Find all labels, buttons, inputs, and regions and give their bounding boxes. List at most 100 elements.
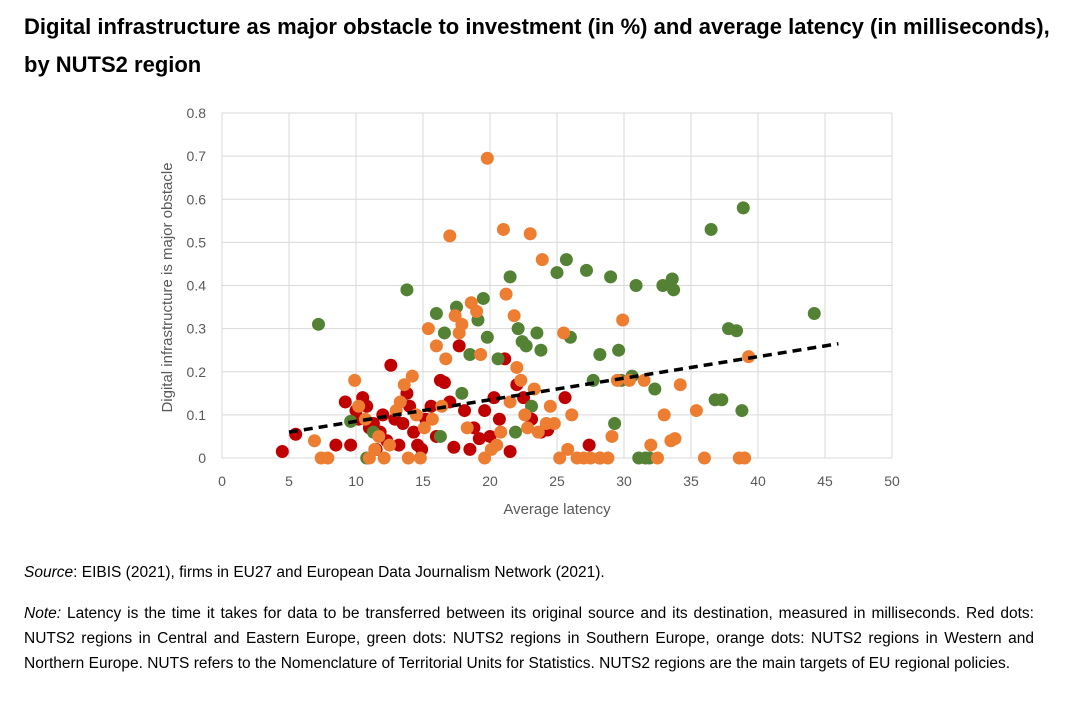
data-point (593, 348, 607, 361)
data-point (605, 429, 619, 443)
data-point (439, 352, 453, 366)
data-point (368, 442, 382, 456)
y-tick-label: 0.2 (187, 364, 207, 380)
data-point (463, 442, 477, 456)
data-point (547, 417, 561, 430)
data-point (704, 222, 718, 236)
data-point (437, 326, 451, 340)
data-point (496, 222, 510, 236)
data-point (511, 322, 525, 336)
data-point (612, 343, 626, 357)
data-point (472, 432, 486, 446)
data-point (344, 438, 358, 452)
data-point (480, 330, 494, 344)
data-point (557, 326, 571, 340)
data-point (392, 438, 406, 452)
data-point (518, 408, 532, 422)
data-point (503, 445, 517, 459)
data-point (433, 429, 447, 443)
data-point (579, 263, 593, 277)
data-point (521, 421, 535, 435)
data-point (470, 304, 484, 318)
note-label: Note: (24, 605, 62, 622)
data-point (644, 438, 658, 452)
y-tick-label: 0.3 (187, 321, 207, 337)
data-point (667, 283, 681, 297)
data-point (455, 317, 469, 331)
source-text: : EIBIS (2021), firms in EU27 and Europe… (73, 564, 605, 581)
data-point (397, 378, 411, 392)
data-point (490, 438, 504, 452)
data-point (519, 339, 533, 353)
data-point (311, 317, 325, 331)
data-point (413, 451, 427, 465)
y-axis-ticks: 0 0.1 0.2 0.3 0.4 0.5 0.6 0.7 0.8 (187, 105, 207, 466)
data-point (648, 382, 662, 396)
data-point (534, 343, 548, 357)
data-point (738, 451, 752, 465)
data-point (503, 395, 517, 409)
data-point (487, 391, 501, 405)
x-axis-title: Average latency (503, 501, 611, 518)
data-point (329, 438, 343, 452)
data-point (275, 445, 289, 459)
data-point (697, 451, 711, 465)
data-point (715, 393, 729, 407)
data-point (730, 324, 744, 338)
note-paragraph: Note: Latency is the time it takes for d… (24, 601, 1034, 676)
data-point (584, 451, 597, 465)
data-point (616, 313, 630, 327)
data-point (530, 326, 544, 340)
data-point (651, 451, 664, 465)
scatter-chart: 0 0.1 0.2 0.3 0.4 0.5 0.6 0.7 0.8 0 5 10 15 20 25 30 35… (159, 105, 900, 518)
data-point (352, 399, 366, 413)
data-point (384, 358, 398, 372)
data-point (409, 408, 423, 422)
data-point (383, 438, 396, 452)
data-point (396, 417, 410, 430)
data-point (668, 432, 682, 446)
data-point (492, 412, 506, 426)
source-label: Source (24, 564, 74, 581)
x-tick-label: 50 (884, 473, 900, 489)
x-tick-label: 35 (683, 473, 699, 489)
data-point (463, 348, 477, 361)
data-point (478, 404, 492, 418)
chart-title: Digital infrastructure as major obstacle… (24, 14, 1050, 77)
x-tick-label: 0 (218, 473, 226, 489)
data-point (531, 425, 545, 439)
trend-line (288, 341, 839, 434)
data-point (447, 440, 461, 454)
data-point (443, 229, 457, 243)
y-axis-title: Digital infrastructure is major obstacle (159, 162, 176, 412)
y-tick-label: 0.1 (187, 407, 207, 423)
data-point (550, 266, 564, 280)
data-point (307, 434, 321, 448)
note-text: Latency is the time it takes for data to… (24, 605, 1034, 672)
data-point (377, 451, 391, 465)
y-tick-label: 0.6 (187, 191, 207, 207)
data-point (689, 404, 703, 418)
data-point (582, 438, 596, 452)
source-note: Source: EIBIS (2021), firms in EU27 and … (24, 564, 605, 582)
data-point (425, 412, 439, 426)
data-point (657, 408, 671, 422)
data-point (507, 309, 521, 323)
data-point (608, 417, 622, 430)
data-point (338, 395, 352, 409)
data-point (499, 287, 513, 301)
data-point (565, 408, 579, 422)
data-point (400, 283, 414, 297)
data-point (393, 395, 407, 409)
data-point (543, 399, 557, 413)
data-point (452, 339, 466, 353)
x-tick-label: 25 (549, 473, 565, 489)
data-point (429, 339, 443, 353)
data-point (372, 429, 386, 443)
data-point (476, 291, 490, 305)
y-tick-label: 0.4 (187, 278, 207, 294)
data-point (514, 373, 528, 387)
data-point (429, 307, 443, 321)
data-point (559, 253, 573, 267)
data-point (491, 352, 505, 366)
